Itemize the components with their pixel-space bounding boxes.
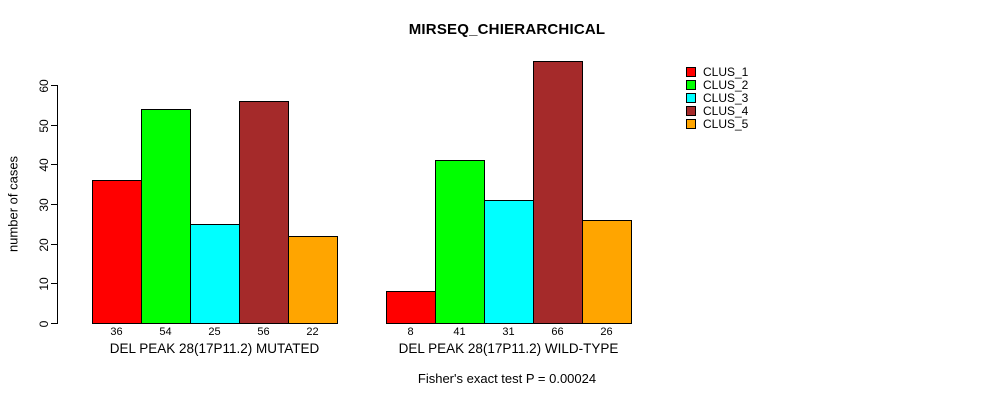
bar-clus_3-group2 <box>484 200 534 324</box>
bar-clus_1-group1 <box>92 180 142 324</box>
legend-swatch-clus_4 <box>686 105 696 116</box>
bar-clus_5-group2 <box>582 220 632 324</box>
legend-label: CLUS_5 <box>703 116 749 131</box>
bar-value-label: 66 <box>551 326 564 338</box>
bar-value-label: 26 <box>600 326 613 338</box>
legend-swatch-clus_2 <box>686 79 696 90</box>
category-label: DEL PEAK 28(17P11.2) MUTATED <box>109 341 320 356</box>
legend-item-clus_4: CLUS_4 <box>686 103 749 118</box>
bar-clus_3-group1 <box>190 224 240 324</box>
y-tick-mark <box>51 85 57 86</box>
y-tick-label: 50 <box>37 118 51 133</box>
legend: CLUS_1 CLUS_2 CLUS_3 CLUS_4 CLUS_5 <box>686 64 749 131</box>
legend-item-clus_5: CLUS_5 <box>686 116 749 131</box>
legend-label: CLUS_3 <box>703 90 749 105</box>
y-tick-label: 30 <box>37 197 51 212</box>
legend-item-clus_1: CLUS_1 <box>686 64 749 79</box>
legend-label: CLUS_2 <box>703 77 749 92</box>
y-tick-label: 40 <box>37 157 51 172</box>
y-tick-mark <box>51 323 57 324</box>
y-tick-mark <box>51 125 57 126</box>
bar-value-label: 36 <box>110 326 123 338</box>
y-axis-line <box>57 85 58 324</box>
y-tick-label: 60 <box>37 78 51 93</box>
bar-value-label: 22 <box>306 326 319 338</box>
bar-value-label: 25 <box>208 326 221 338</box>
y-tick-label: 0 <box>37 320 51 327</box>
y-tick-mark <box>51 164 57 165</box>
y-tick-label: 10 <box>37 276 51 291</box>
bar-value-label: 56 <box>257 326 270 338</box>
bar-value-label: 31 <box>502 326 515 338</box>
bar-clus_5-group1 <box>288 236 338 324</box>
bar-clus_2-group2 <box>435 160 485 324</box>
bar-clus_2-group1 <box>141 109 191 324</box>
bar-value-label: 54 <box>159 326 172 338</box>
legend-item-clus_3: CLUS_3 <box>686 90 749 105</box>
chart-title: MIRSEQ_CHIERARCHICAL <box>408 21 606 38</box>
bar-value-label: 8 <box>407 326 414 338</box>
legend-label: CLUS_1 <box>703 64 749 79</box>
legend-item-clus_2: CLUS_2 <box>686 77 749 92</box>
y-tick-label: 20 <box>37 237 51 252</box>
y-tick-mark <box>51 244 57 245</box>
fisher-test-caption: Fisher's exact test P = 0.00024 <box>417 371 597 386</box>
bar-clus_4-group2 <box>533 61 583 324</box>
bar-clus_1-group2 <box>386 291 436 324</box>
legend-swatch-clus_5 <box>686 118 696 129</box>
bar-clus_4-group1 <box>239 101 289 324</box>
legend-label: CLUS_4 <box>703 103 749 118</box>
y-axis-label: number of cases <box>5 155 21 253</box>
y-tick-mark <box>51 283 57 284</box>
category-label: DEL PEAK 28(17P11.2) WILD-TYPE <box>398 341 619 356</box>
bar-value-label: 41 <box>453 326 466 338</box>
y-tick-mark <box>51 204 57 205</box>
legend-swatch-clus_3 <box>686 92 696 103</box>
legend-swatch-clus_1 <box>686 66 696 77</box>
